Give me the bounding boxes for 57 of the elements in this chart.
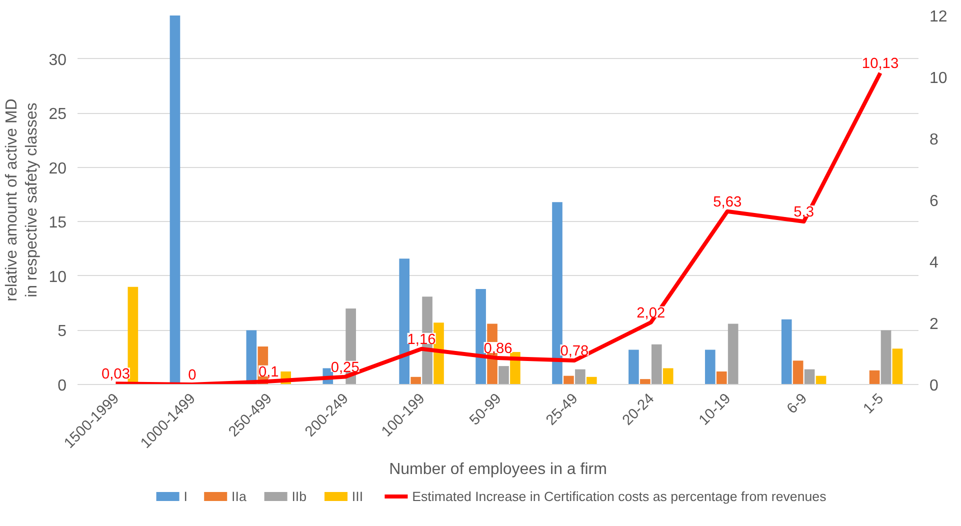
y2-tick-label: 10 — [930, 70, 948, 87]
bar — [892, 348, 903, 384]
data-label: 0,86 — [484, 341, 512, 358]
bar — [170, 16, 180, 384]
bar — [662, 368, 674, 384]
bar — [476, 288, 486, 384]
bar — [880, 330, 892, 384]
bar — [434, 322, 444, 384]
bar — [781, 319, 792, 384]
data-label: 2,02 — [636, 305, 666, 322]
y-tick-label: 20 — [48, 160, 67, 178]
data-label: 0,25 — [330, 360, 360, 376]
x-tick-label: 6-9 — [784, 390, 811, 418]
bar — [804, 369, 815, 384]
bar — [869, 370, 880, 384]
x-tick-label: 1-5 — [860, 390, 887, 418]
bar — [640, 379, 650, 384]
legend-label: III — [352, 489, 364, 504]
data-label: 10,13 — [862, 56, 899, 72]
data-label: 0 — [188, 368, 196, 384]
data-label: 0,03 — [101, 366, 130, 383]
bar — [575, 369, 586, 384]
legend-label: I — [184, 489, 188, 504]
data-label: 0,78 — [560, 344, 589, 360]
y-tick-label: 30 — [48, 52, 67, 69]
bar — [552, 202, 562, 384]
y-tick-label: 0 — [58, 378, 67, 394]
y2-tick-label: 0 — [930, 378, 938, 394]
data-label: 1,16 — [407, 332, 436, 348]
y-tick-label: 15 — [48, 214, 67, 232]
y-tick-label: 10 — [48, 268, 67, 286]
y-axis-title: relative amount of active MD in respective safety classes — [3, 98, 41, 302]
bar — [628, 350, 639, 384]
bar — [399, 258, 410, 384]
y2-tick-label: 8 — [930, 132, 938, 148]
y2-tick-label: 4 — [930, 254, 938, 272]
bar — [728, 324, 738, 384]
y-tick-label: 25 — [48, 106, 67, 124]
y2-tick-label: 12 — [930, 8, 948, 26]
data-label: 5,63 — [713, 194, 742, 210]
data-label: 0,1 — [258, 364, 279, 380]
legend-label: IIb — [292, 489, 307, 504]
y-tick-label: 5 — [58, 323, 67, 340]
bar — [498, 366, 509, 384]
bar — [651, 344, 662, 384]
bar — [410, 376, 421, 384]
bar — [705, 350, 716, 384]
bar — [792, 360, 804, 384]
bar — [716, 371, 727, 384]
x-axis-title: Number of employees in a firm — [389, 460, 607, 478]
bar — [564, 376, 574, 384]
legend-label: Estimated Increase in Certification costs as percentage from revenues — [412, 489, 827, 504]
bar — [586, 376, 597, 384]
legend-label: IIa — [232, 489, 247, 504]
y2-tick-label: 2 — [930, 316, 938, 333]
y2-tick-label: 6 — [930, 193, 938, 210]
data-label: 5,3 — [794, 204, 814, 221]
